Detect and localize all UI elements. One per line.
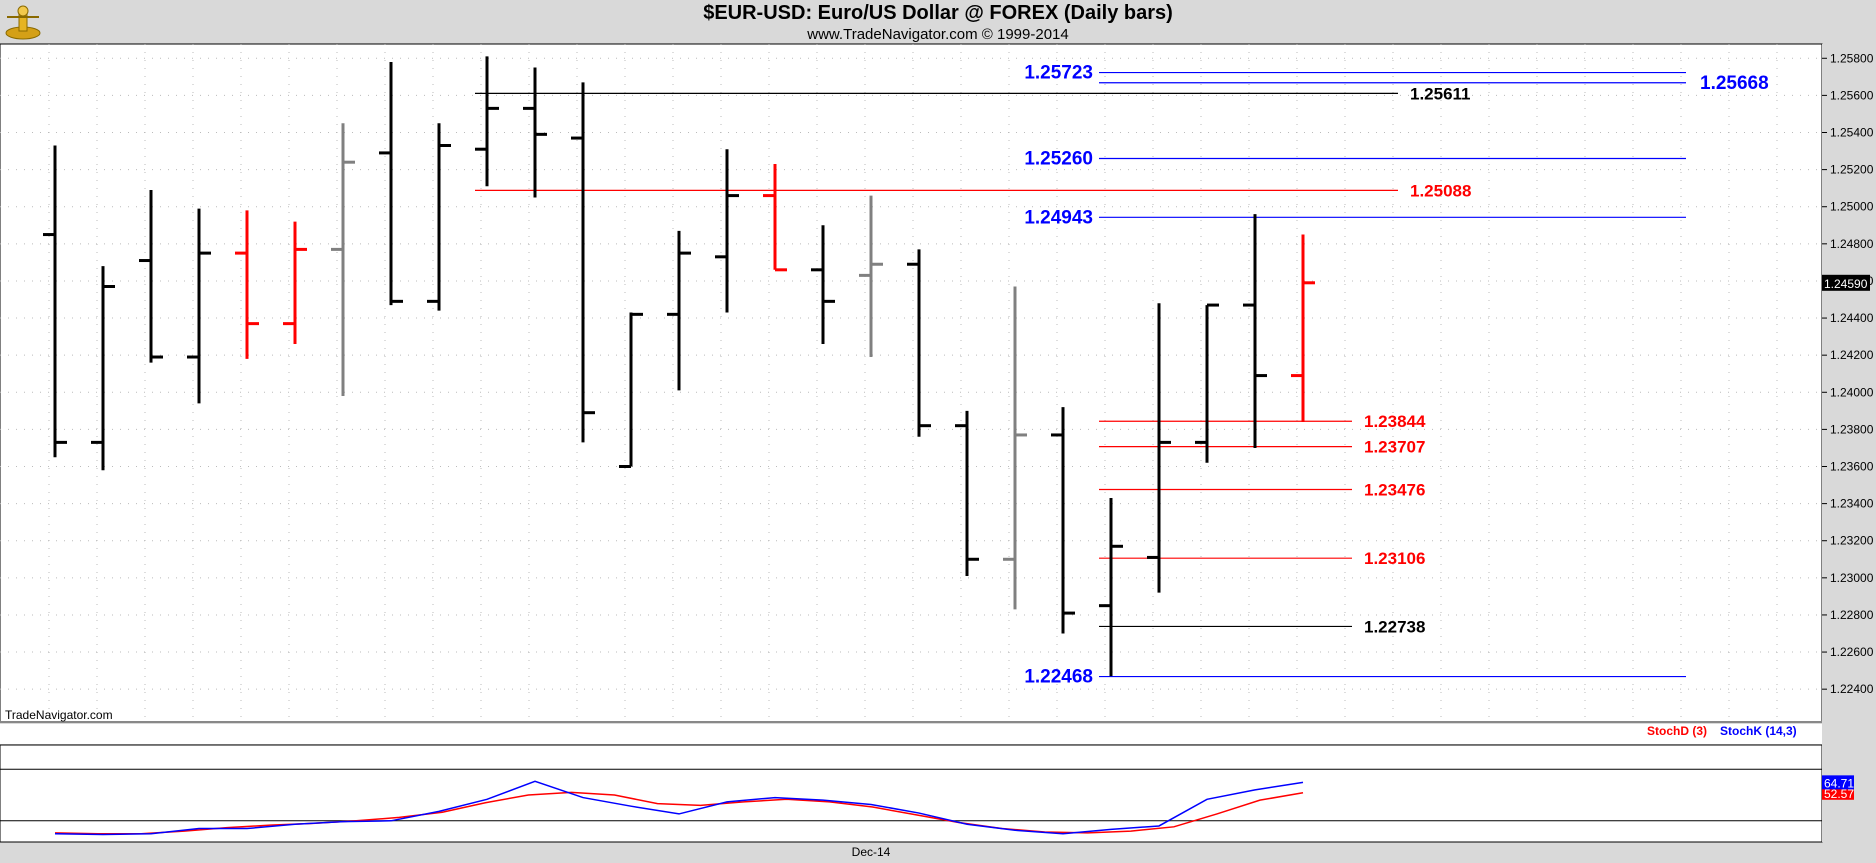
ohlc-bar bbox=[331, 123, 355, 396]
level-line: 1.25668 bbox=[1099, 73, 1769, 94]
last-price-badge bbox=[1822, 274, 1870, 291]
ohlc-bar bbox=[667, 230, 691, 391]
price-tick-label: 1.25800 bbox=[1830, 51, 1874, 65]
ohlc-bar bbox=[907, 249, 931, 437]
price-tick-label: 1.24200 bbox=[1830, 348, 1874, 362]
stoch-header-bg bbox=[0, 724, 1822, 744]
price-tick-label: 1.24400 bbox=[1830, 311, 1874, 325]
stoch-last-label: 64.71 bbox=[1824, 776, 1854, 790]
level-label: 1.25723 bbox=[1024, 63, 1093, 84]
ohlc-bar bbox=[955, 410, 979, 576]
price-panel-bg bbox=[0, 43, 1823, 723]
price-tick-label: 1.23800 bbox=[1830, 422, 1874, 436]
ohlc-bar bbox=[379, 61, 403, 306]
level-line: 1.25260 bbox=[1024, 148, 1686, 169]
stoch-series-line bbox=[54, 780, 1304, 836]
legend-stochk: StochK (14,3) bbox=[1720, 724, 1797, 738]
ohlc-bar bbox=[715, 149, 739, 313]
chart-subtitle: www.TradeNavigator.com © 1999-2014 bbox=[807, 26, 1069, 43]
ohlc-bar bbox=[763, 164, 787, 272]
stoch-series-line bbox=[54, 791, 1304, 835]
ohlc-bar bbox=[619, 312, 643, 468]
level-label: 1.23844 bbox=[1364, 412, 1426, 431]
ohlc-bar bbox=[1195, 303, 1219, 463]
ohlc-bar bbox=[43, 145, 67, 458]
price-tick-label: 1.25000 bbox=[1830, 200, 1874, 214]
price-tick-label: 1.24000 bbox=[1830, 385, 1874, 399]
stoch-panel-bg bbox=[0, 744, 1823, 843]
last-price-label: 1.24590 bbox=[1824, 277, 1868, 291]
level-line: 1.23476 bbox=[1099, 481, 1425, 500]
ohlc-bar bbox=[1291, 234, 1315, 422]
ohlc-bar bbox=[1003, 286, 1027, 610]
price-tick-label: 1.23600 bbox=[1830, 460, 1874, 474]
ohlc-bar bbox=[1099, 498, 1123, 677]
ohlc-bar bbox=[1147, 303, 1171, 593]
level-label: 1.24943 bbox=[1024, 207, 1093, 228]
stoch-last-label: 52.57 bbox=[1824, 787, 1854, 801]
price-tick-label: 1.24800 bbox=[1830, 237, 1874, 251]
ohlc-bar bbox=[571, 82, 595, 443]
price-tick-label: 1.23000 bbox=[1830, 571, 1874, 585]
level-line: 1.25088 bbox=[475, 181, 1471, 200]
ohlc-bar bbox=[91, 266, 115, 471]
price-tick-label: 1.25400 bbox=[1830, 126, 1874, 140]
level-label: 1.25088 bbox=[1410, 181, 1471, 200]
level-label: 1.25611 bbox=[1410, 84, 1471, 103]
level-label: 1.25260 bbox=[1024, 148, 1093, 169]
level-line: 1.24943 bbox=[1024, 207, 1686, 228]
level-label: 1.22738 bbox=[1364, 617, 1425, 636]
ohlc-bar bbox=[427, 123, 451, 311]
price-tick-label: 1.25200 bbox=[1830, 163, 1874, 177]
ohlc-bar bbox=[1051, 407, 1075, 634]
level-label: 1.22468 bbox=[1024, 667, 1093, 688]
ohlc-bar bbox=[139, 190, 163, 363]
level-line: 1.22738 bbox=[1099, 617, 1425, 636]
ohlc-bar bbox=[859, 195, 883, 358]
price-tick-label: 1.23400 bbox=[1830, 497, 1874, 511]
price-tick-label: 1.23200 bbox=[1830, 534, 1874, 548]
level-line: 1.22468 bbox=[1024, 667, 1686, 688]
ohlc-bar bbox=[475, 56, 499, 187]
ohlc-bar bbox=[1243, 214, 1267, 448]
price-tick-label: 1.22800 bbox=[1830, 608, 1874, 622]
legend-stochd: StochD (3) bbox=[1647, 724, 1707, 738]
x-tick-label: Dec-14 bbox=[852, 845, 891, 859]
ohlc-bar bbox=[235, 210, 259, 359]
level-label: 1.23707 bbox=[1364, 438, 1425, 457]
ohlc-bar bbox=[811, 225, 835, 345]
level-label: 1.25668 bbox=[1700, 73, 1769, 94]
price-axis: 1.25800 1.25600 1.25400 1.25200 1.25000 1.248… bbox=[1822, 51, 1874, 696]
ohlc-bar bbox=[523, 67, 547, 198]
ohlc-bar bbox=[283, 221, 307, 345]
level-lines: 1.25723 1.25668 1.25611 1.25260 1.25088 1.249… bbox=[475, 63, 1769, 688]
level-line: 1.23707 bbox=[1099, 438, 1425, 457]
ohlc-bar bbox=[187, 208, 211, 404]
level-label: 1.23106 bbox=[1364, 549, 1425, 568]
price-tick-label: 1.22600 bbox=[1830, 645, 1874, 659]
level-line: 1.23106 bbox=[1099, 549, 1425, 568]
stoch-last-badge bbox=[1822, 775, 1854, 790]
price-tick-label: 1.25600 bbox=[1830, 88, 1874, 102]
trade-navigator-logo-icon bbox=[5, 5, 41, 40]
price-tick-label: 1.22400 bbox=[1830, 682, 1874, 696]
watermark: TradeNavigator.com bbox=[5, 708, 113, 722]
level-line: 1.25723 bbox=[1024, 63, 1686, 84]
level-line: 1.25611 bbox=[475, 84, 1471, 103]
level-label: 1.23476 bbox=[1364, 481, 1425, 500]
chart-title: $EUR-USD: Euro/US Dollar @ FOREX (Daily … bbox=[703, 2, 1173, 24]
price-axis-bg bbox=[1822, 44, 1876, 842]
level-line: 1.23844 bbox=[1099, 412, 1426, 431]
ohlc-bars bbox=[43, 56, 1315, 677]
